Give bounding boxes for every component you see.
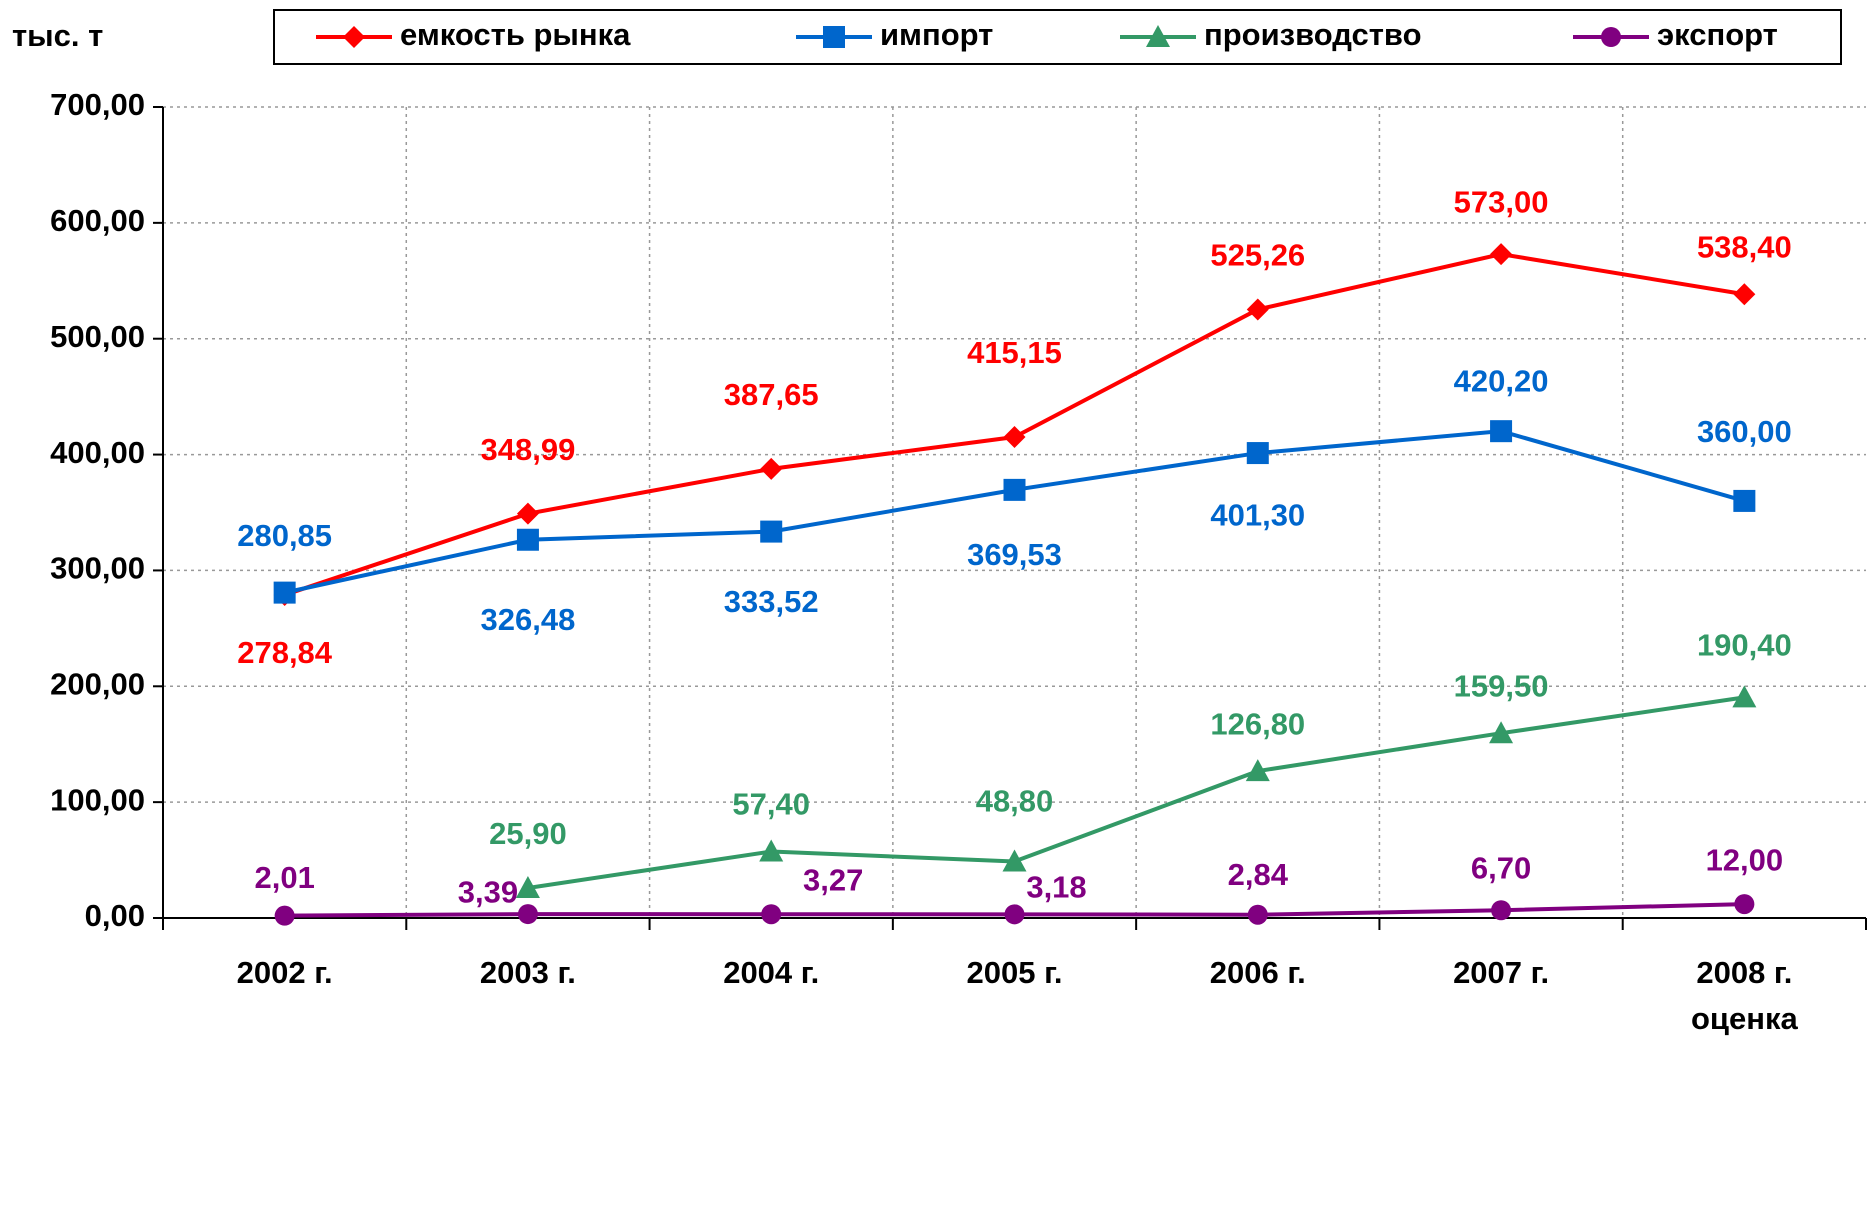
data-label: 48,80 <box>976 784 1054 819</box>
data-label: 573,00 <box>1454 184 1549 219</box>
data-label: 280,85 <box>237 518 332 553</box>
data-point <box>1246 442 1269 465</box>
data-label: 387,65 <box>724 377 819 412</box>
data-label: 415,15 <box>967 335 1062 370</box>
y-tick-label: 600,00 <box>50 203 145 238</box>
data-point <box>273 581 296 604</box>
legend-label: емкость рынка <box>400 17 631 52</box>
data-label: 6,70 <box>1471 850 1531 885</box>
data-point <box>1003 478 1026 501</box>
legend-label: экспорт <box>1657 17 1778 52</box>
legend-marker <box>1146 25 1170 47</box>
data-label: 420,20 <box>1454 363 1549 398</box>
y-tick-label: 700,00 <box>50 87 145 122</box>
data-point <box>1491 900 1512 921</box>
data-label: 333,52 <box>724 584 819 619</box>
data-label: 159,50 <box>1454 668 1549 703</box>
data-label: 3,18 <box>1026 870 1086 905</box>
data-label: 12,00 <box>1706 842 1784 877</box>
legend-label: импорт <box>880 17 993 52</box>
x-tick-label: 2008 г. оценка <box>1690 955 1798 1036</box>
data-label: 401,30 <box>1210 497 1305 532</box>
data-point <box>1490 243 1513 266</box>
legend-marker <box>823 26 845 48</box>
legend-label: производство <box>1204 17 1422 52</box>
x-tick-label: 2002 г. <box>236 955 333 990</box>
data-label: 190,40 <box>1697 628 1792 663</box>
legend-marker <box>343 26 365 48</box>
data-point <box>1489 721 1514 744</box>
y-tick-label: 200,00 <box>50 666 145 701</box>
data-point <box>1490 420 1513 443</box>
data-point <box>274 905 295 926</box>
data-point <box>1732 685 1757 708</box>
data-point <box>1734 894 1755 915</box>
series-line <box>527 695 1745 890</box>
data-label: 2,84 <box>1228 857 1289 892</box>
x-tick-label: 2006 г. <box>1209 955 1306 990</box>
x-tick-label: 2003 г. <box>479 955 576 990</box>
data-point <box>1002 849 1027 872</box>
data-point <box>1733 283 1756 306</box>
data-point <box>760 520 783 543</box>
data-point <box>1003 426 1026 449</box>
data-point <box>516 502 539 525</box>
data-point <box>516 528 539 551</box>
data-label: 57,40 <box>732 787 810 822</box>
data-label: 3,27 <box>803 862 863 897</box>
data-label: 360,00 <box>1697 414 1792 449</box>
data-label: 326,48 <box>481 602 576 637</box>
data-label: 525,26 <box>1210 238 1305 273</box>
data-label: 369,53 <box>967 537 1062 572</box>
y-tick-label: 400,00 <box>50 435 145 470</box>
data-point <box>761 904 782 925</box>
data-point <box>1246 298 1269 321</box>
data-label: 538,40 <box>1697 229 1792 264</box>
data-label: 126,80 <box>1210 706 1305 741</box>
data-label: 278,84 <box>237 635 333 670</box>
x-tick-label: 2004 г. <box>723 955 820 990</box>
legend-marker <box>1601 27 1621 47</box>
data-label: 25,90 <box>489 816 567 851</box>
y-tick-label: 300,00 <box>50 551 145 586</box>
data-point <box>759 839 784 862</box>
y-tick-label: 0,00 <box>85 898 145 933</box>
data-point <box>1245 759 1270 782</box>
data-point <box>517 904 538 925</box>
data-label: 348,99 <box>481 432 576 467</box>
x-tick-label: 2005 г. <box>966 955 1063 990</box>
data-point <box>1733 489 1756 512</box>
y-tick-label: 500,00 <box>50 319 145 354</box>
y-axis-label: тыс. т <box>12 18 103 53</box>
data-label: 2,01 <box>254 860 314 895</box>
data-point <box>515 875 540 898</box>
y-tick-label: 100,00 <box>50 782 145 817</box>
data-label: 3,39 <box>458 874 518 909</box>
data-point <box>1247 904 1268 925</box>
data-point <box>760 457 783 480</box>
x-tick-label: 2007 г. <box>1453 955 1550 990</box>
data-point <box>1004 904 1025 925</box>
